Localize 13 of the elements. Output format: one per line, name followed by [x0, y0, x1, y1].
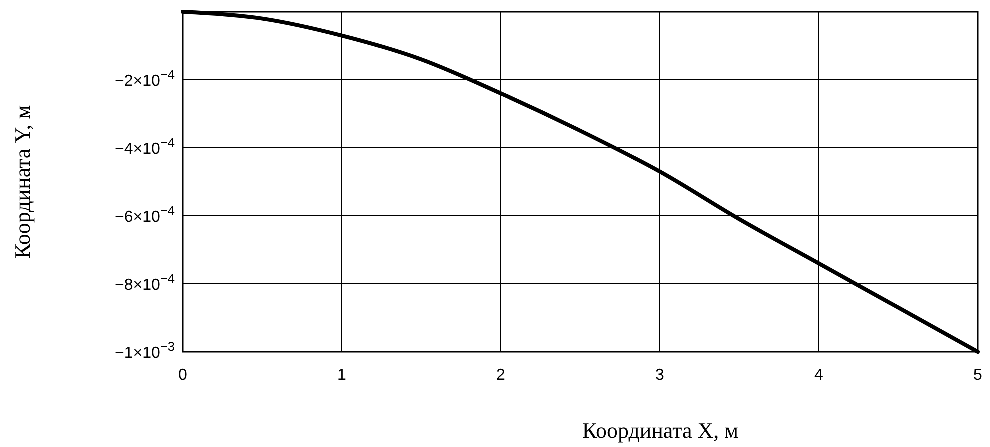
x-tick-label: 1	[338, 367, 347, 384]
y-axis-title: Координата Y, м	[10, 105, 35, 259]
x-tick-label: 0	[178, 367, 188, 384]
x-tick-label: 3	[656, 367, 665, 384]
y-tick-label: −4×10$^{−4}$	[115, 134, 175, 158]
x-tick-label: 4	[814, 367, 824, 384]
y-tick-label: −1×10$^{−3}$	[115, 338, 175, 362]
y-tick-label: −2×10$^{−4}$	[115, 66, 175, 90]
x-tick-label: 5	[974, 367, 983, 384]
x-axis-title: Координата X, м	[582, 418, 739, 443]
y-tick-label: −6×10$^{−4}$	[115, 202, 175, 226]
y-tick-label: −8×10$^{−4}$	[115, 270, 175, 294]
x-tick-label: 2	[496, 367, 506, 384]
